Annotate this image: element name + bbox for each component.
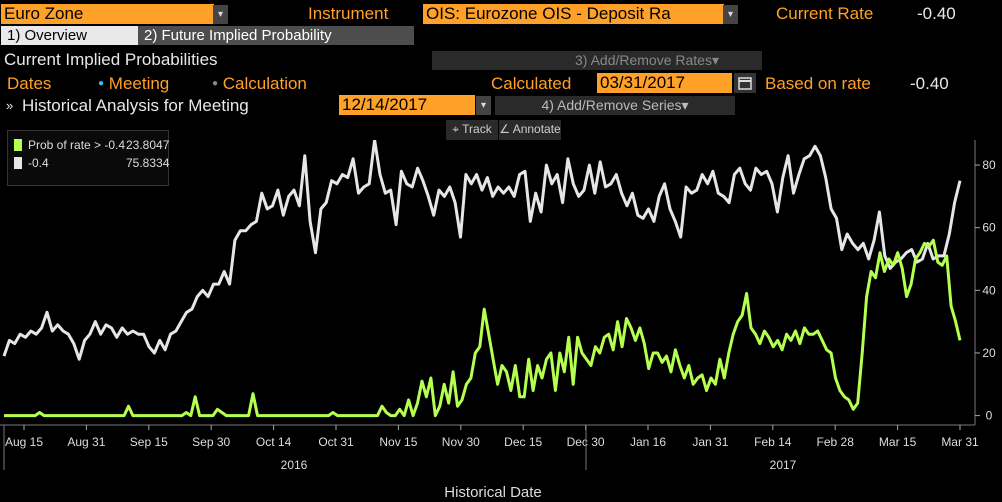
tab-future-implied-probability[interactable]: 2) Future Implied Probability — [138, 26, 414, 45]
x-tick-label: Oct 14 — [256, 435, 292, 449]
x-axis-title: Historical Date — [444, 484, 542, 501]
meeting-date-dropdown-icon[interactable]: ▾ — [476, 96, 491, 115]
header-bar: Euro Zone ▾ Instrument OIS: Eurozone OIS… — [0, 3, 1002, 25]
x-tick-label: Oct 31 — [318, 435, 354, 449]
x-tick-label: Sep 30 — [192, 435, 230, 449]
radio-unselected-icon: ● — [212, 78, 219, 89]
crosshair-icon: ⌖ — [452, 122, 460, 136]
region-select[interactable]: Euro Zone — [1, 4, 214, 24]
add-remove-series-button[interactable]: 4) Add/Remove Series▾ — [495, 96, 735, 115]
chevron-down-icon: ▾ — [711, 52, 719, 68]
x-tick-label: Jan 31 — [692, 435, 728, 449]
legend-value: 23.8047 — [126, 138, 170, 152]
meeting-option-label: Meeting — [108, 74, 170, 93]
calendar-icon[interactable] — [734, 73, 756, 93]
year-label: 2016 — [281, 458, 308, 472]
tab-overview[interactable]: 1) Overview — [1, 26, 139, 45]
instrument-field[interactable]: OIS: Eurozone OIS - Deposit Ra — [423, 4, 724, 24]
based-on-rate-label: Based on rate — [765, 74, 871, 93]
x-tick-label: Feb 14 — [754, 435, 792, 449]
y-tick-label: 40 — [982, 283, 996, 297]
legend-swatch — [14, 139, 22, 151]
x-tick-label: Aug 15 — [5, 435, 43, 449]
track-button[interactable]: ⌖ Track — [446, 120, 498, 140]
add-remove-series-label: 4) Add/Remove Series — [541, 97, 682, 113]
chart-legend: Prob of rate > -0.4 23.8047 -0.4 75.8334 — [7, 130, 169, 186]
historical-title: Historical Analysis for Meeting — [22, 96, 249, 115]
x-tick-label: Nov 15 — [379, 435, 417, 449]
x-tick-label: Mar 15 — [879, 435, 917, 449]
legend-swatch — [14, 157, 22, 169]
x-tick-label: Mar 31 — [941, 435, 979, 449]
legend-item-prob: Prob of rate > -0.4 23.8047 — [14, 137, 169, 153]
probability-chart: 0 20 40 60 80 Aug 15 Aug 31 Sep 15 Sep 30 Oct 14 O… — [0, 140, 996, 501]
annotate-label: Annotate — [512, 122, 561, 136]
meeting-radio[interactable]: ● Meeting — [98, 74, 169, 94]
section-title: Current Implied Probabilities — [4, 50, 218, 69]
calculation-radio[interactable]: ● Calculation — [212, 74, 307, 94]
calculated-date-field[interactable]: 03/31/2017 — [597, 73, 732, 93]
calculated-label: Calculated — [491, 74, 572, 93]
x-tick-label: Feb 28 — [817, 435, 855, 449]
series-line — [4, 238, 962, 418]
year-label: 2017 — [770, 458, 797, 472]
dates-label: Dates — [7, 74, 52, 93]
x-tick-label: Nov 30 — [442, 435, 480, 449]
x-tick-label: Jan 16 — [630, 435, 666, 449]
chevron-down-icon: ▾ — [681, 97, 689, 113]
annotate-button[interactable]: ∠ Annotate — [499, 120, 561, 140]
legend-item-rate: -0.4 75.8334 — [14, 155, 169, 171]
collapse-icon[interactable]: » — [6, 98, 14, 113]
track-label: Track — [462, 122, 492, 136]
region-dropdown-icon[interactable]: ▾ — [213, 5, 228, 24]
legend-name: -0.4 — [28, 156, 49, 170]
legend-value: 75.8334 — [126, 156, 170, 170]
x-tick-label: Dec 15 — [504, 435, 542, 449]
y-tick-label: 20 — [982, 346, 996, 360]
add-remove-rates-label: 3) Add/Remove Rates — [575, 52, 712, 68]
current-rate-value: -0.40 — [917, 4, 956, 23]
add-remove-rates-button[interactable]: 3) Add/Remove Rates▾ — [432, 51, 762, 70]
radio-selected-icon: ● — [98, 78, 105, 89]
pencil-icon: ∠ — [499, 122, 511, 136]
meeting-date-field[interactable]: 12/14/2017 — [339, 95, 475, 115]
y-tick-label: 80 — [982, 158, 996, 172]
y-tick-label: 0 — [986, 409, 993, 423]
legend-name: Prob of rate > -0.4 — [28, 138, 126, 152]
calculation-option-label: Calculation — [222, 74, 307, 93]
x-tick-label: Sep 15 — [130, 435, 168, 449]
x-tick-label: Aug 31 — [67, 435, 105, 449]
instrument-dropdown-icon[interactable]: ▾ — [723, 5, 738, 24]
series-line — [2, 140, 962, 361]
based-on-rate-value: -0.40 — [910, 74, 949, 93]
y-tick-label: 60 — [982, 221, 996, 235]
instrument-label: Instrument — [308, 4, 389, 23]
current-rate-label: Current Rate — [776, 4, 874, 23]
